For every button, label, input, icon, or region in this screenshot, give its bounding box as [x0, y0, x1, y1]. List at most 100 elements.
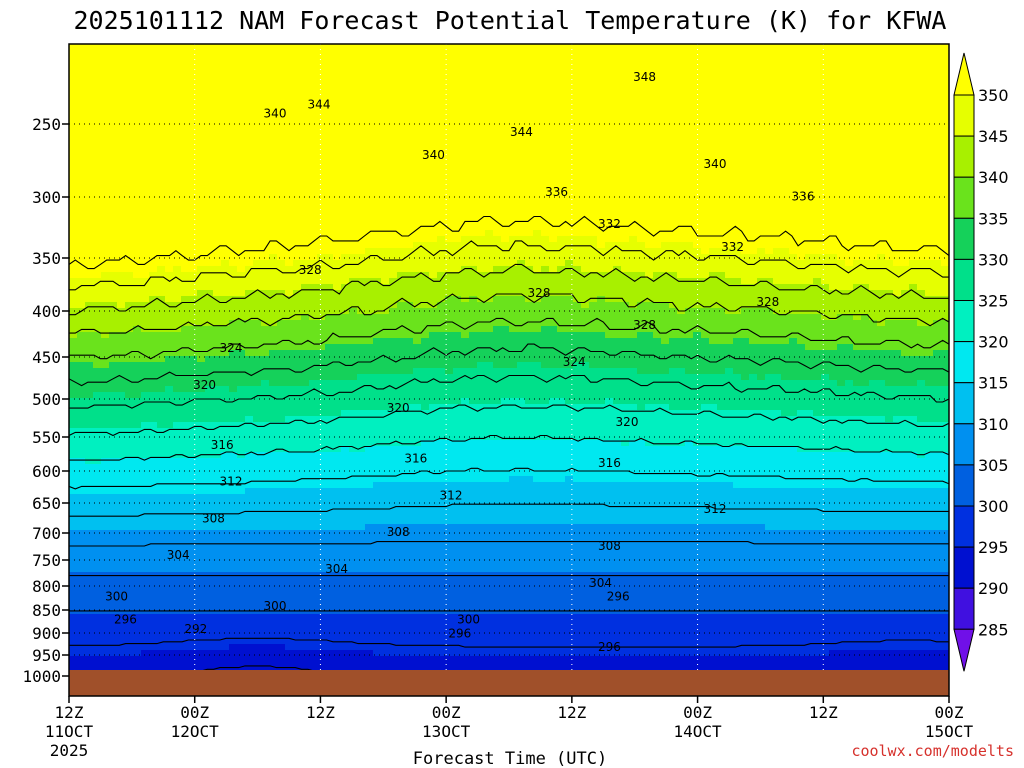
theta-fill-cell [317, 380, 326, 387]
theta-fill-cell [229, 50, 238, 57]
theta-fill-cell [149, 128, 158, 135]
theta-fill-cell [389, 596, 398, 603]
theta-fill-cell [165, 110, 174, 117]
theta-fill-cell [197, 212, 206, 219]
theta-fill-cell [149, 356, 158, 363]
theta-fill-cell [357, 590, 366, 597]
theta-fill-cell [77, 182, 86, 189]
theta-fill-cell [285, 416, 294, 423]
theta-fill-cell [373, 362, 382, 369]
theta-fill-cell [333, 230, 342, 237]
theta-fill-cell [197, 152, 206, 159]
theta-fill-cell [237, 92, 246, 99]
theta-fill-cell [229, 542, 238, 549]
theta-fill-cell [285, 398, 294, 405]
theta-fill-cell [253, 584, 262, 591]
theta-fill-cell [69, 470, 78, 477]
theta-fill-cell [221, 386, 230, 393]
theta-fill-cell [101, 620, 110, 627]
theta-fill-cell [421, 614, 430, 621]
theta-fill-cell [381, 446, 390, 453]
theta-fill-cell [181, 446, 190, 453]
theta-fill-cell [325, 560, 334, 567]
theta-fill-cell [213, 392, 222, 399]
theta-fill-cell [397, 236, 406, 243]
theta-fill-cell [277, 272, 286, 279]
theta-fill-cell [149, 518, 158, 525]
theta-fill-cell [149, 50, 158, 57]
theta-fill-cell [429, 410, 438, 417]
theta-fill-cell [389, 278, 398, 285]
theta-fill-cell [373, 122, 382, 129]
theta-fill-cell [189, 626, 198, 633]
theta-fill-cell [397, 170, 406, 177]
theta-fill-cell [333, 578, 342, 585]
theta-fill-cell [93, 530, 102, 537]
theta-fill-cell [109, 662, 118, 669]
theta-fill-cell [317, 230, 326, 237]
theta-fill-cell [229, 548, 238, 555]
theta-fill-cell [157, 416, 166, 423]
theta-fill-cell [173, 122, 182, 129]
theta-fill-cell [261, 302, 270, 309]
theta-fill-cell [197, 584, 206, 591]
theta-fill-cell [397, 80, 406, 87]
theta-fill-cell [141, 302, 150, 309]
theta-fill-cell [325, 344, 334, 351]
theta-fill-cell [157, 182, 166, 189]
theta-fill-cell [405, 284, 414, 291]
theta-fill-cell [261, 98, 270, 105]
theta-fill-cell [309, 272, 318, 279]
theta-fill-cell [397, 650, 406, 657]
theta-fill-cell [389, 428, 398, 435]
theta-fill-cell [373, 584, 382, 591]
theta-fill-cell [269, 350, 278, 357]
theta-fill-cell [269, 74, 278, 81]
theta-fill-cell [173, 434, 182, 441]
theta-fill-cell [229, 80, 238, 87]
theta-fill-cell [389, 104, 398, 111]
theta-fill-cell [213, 422, 222, 429]
theta-fill-cell [357, 464, 366, 471]
theta-fill-cell [117, 554, 126, 561]
theta-fill-cell [125, 236, 134, 243]
theta-fill-cell [101, 128, 110, 135]
theta-fill-cell [405, 614, 414, 621]
theta-fill-cell [333, 560, 342, 567]
theta-fill-cell [405, 74, 414, 81]
theta-fill-cell [261, 542, 270, 549]
theta-fill-cell [405, 512, 414, 519]
theta-fill-cell [101, 380, 110, 387]
theta-fill-cell [381, 476, 390, 483]
theta-fill-cell [173, 560, 182, 567]
theta-fill-cell [101, 140, 110, 147]
theta-fill-cell [229, 416, 238, 423]
theta-fill-cell [77, 542, 86, 549]
theta-fill-cell [325, 410, 334, 417]
theta-fill-cell [237, 404, 246, 411]
theta-fill-cell [69, 500, 78, 507]
theta-fill-cell [141, 464, 150, 471]
theta-fill-cell [85, 506, 94, 513]
theta-fill-cell [325, 662, 334, 669]
theta-fill-cell [173, 290, 182, 297]
theta-fill-cell [117, 614, 126, 621]
theta-fill-cell [373, 398, 382, 405]
theta-fill-cell [397, 494, 406, 501]
theta-fill-cell [253, 590, 262, 597]
theta-fill-cell [229, 92, 238, 99]
theta-fill-cell [157, 548, 166, 555]
theta-fill-cell [125, 74, 134, 81]
theta-fill-cell [317, 656, 326, 663]
theta-fill-cell [253, 182, 262, 189]
theta-fill-cell [285, 638, 294, 645]
theta-fill-cell [165, 290, 174, 297]
theta-fill-cell [357, 260, 366, 267]
theta-fill-cell [413, 392, 422, 399]
theta-fill-cell [373, 620, 382, 627]
theta-fill-cell [69, 134, 78, 141]
theta-fill-cell [85, 338, 94, 345]
theta-fill-cell [237, 374, 246, 381]
theta-fill-cell [245, 524, 254, 531]
theta-fill-cell [309, 236, 318, 243]
